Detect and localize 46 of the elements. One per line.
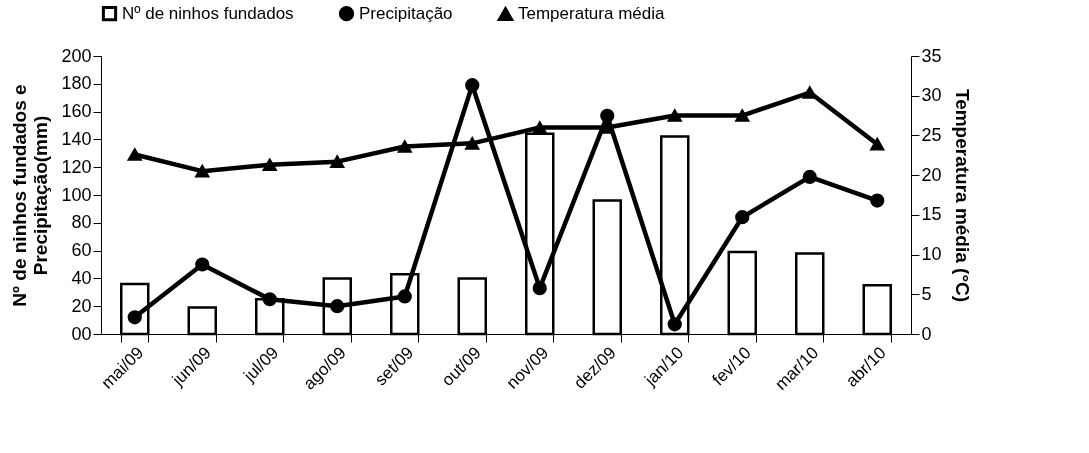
y2-tick-label: 5 xyxy=(921,283,932,304)
y-tick-label: 180 xyxy=(61,73,92,94)
point xyxy=(127,310,142,325)
point xyxy=(465,137,480,150)
point xyxy=(127,148,142,161)
point xyxy=(735,210,750,225)
point xyxy=(870,137,885,151)
point xyxy=(397,289,412,304)
y2-tick-label: 10 xyxy=(921,244,942,265)
y-tick-label: 140 xyxy=(61,128,92,149)
y2-tick-label: 30 xyxy=(921,85,942,106)
legend-label: Precipitação xyxy=(359,3,453,23)
y2-tick-label: 0 xyxy=(921,323,932,344)
y-tick-label: 160 xyxy=(61,101,92,122)
point xyxy=(735,109,750,122)
point xyxy=(262,292,277,307)
point xyxy=(397,140,412,153)
point xyxy=(667,317,682,332)
y2-axis-title: Temperatura média (°C) xyxy=(951,88,973,303)
y-tick-label: 60 xyxy=(71,240,92,261)
y-axis-title: Nº de ninhos fundados e Precipitação(mm) xyxy=(9,84,52,307)
point xyxy=(667,109,682,122)
point xyxy=(802,169,817,185)
y-tick-label: 00 xyxy=(71,323,92,344)
y-tick-label: 120 xyxy=(61,156,92,177)
y-tick-label: 100 xyxy=(61,184,92,205)
point xyxy=(195,164,210,178)
y2-tick-label: 15 xyxy=(921,204,942,225)
point xyxy=(600,108,615,123)
point xyxy=(262,158,277,172)
point xyxy=(802,86,817,99)
point xyxy=(330,155,345,168)
y2-tick-label: 25 xyxy=(921,124,942,145)
point xyxy=(870,193,885,208)
y2-tick-label: 20 xyxy=(921,164,942,185)
legend-label: Nº de ninhos fundados xyxy=(122,3,294,23)
point xyxy=(195,257,210,272)
y-tick-label: 20 xyxy=(71,295,92,316)
y-tick-label: 200 xyxy=(61,45,92,66)
point xyxy=(532,121,547,134)
legend-label: Temperatura média xyxy=(518,4,665,24)
y2-tick-label: 35 xyxy=(921,45,942,66)
y-tick-label: 80 xyxy=(71,212,92,233)
point xyxy=(465,78,480,93)
point xyxy=(532,281,547,296)
y-tick-label: 40 xyxy=(71,267,92,288)
